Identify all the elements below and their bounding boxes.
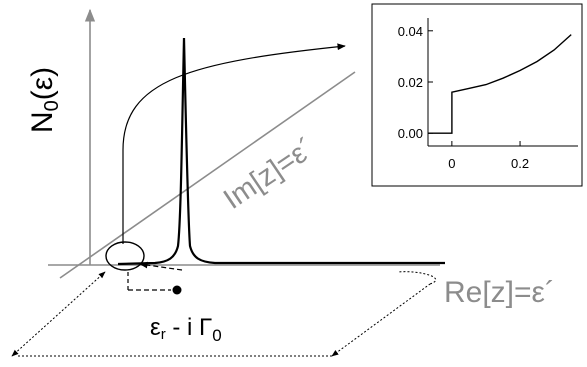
mapping-arrow-curve — [122, 43, 346, 244]
pole-label-main: ε — [150, 314, 161, 341]
inset-ytick-label: 0.02 — [398, 75, 423, 90]
pole-label: εr - i Γ0 — [150, 314, 222, 345]
y-label-main: N — [26, 111, 59, 133]
y-label-sub: 0 — [41, 100, 63, 111]
pole-label-sub: r — [161, 326, 166, 343]
imaginary-axis-label: Im[z]=ε´ — [218, 132, 321, 216]
inset-plot-area: 0.00 0.02 0.04 0 0.2 — [398, 18, 578, 171]
pole-label-sub2: 0 — [212, 326, 221, 345]
inset-ytick-label: 0.04 — [398, 24, 423, 39]
contour-ellipse — [105, 241, 145, 271]
real-axis-label: Re[z]=ε´ — [444, 276, 555, 309]
density-curve — [117, 37, 445, 266]
pole-label-rest: - i Γ — [166, 314, 213, 341]
inset-chart: 0.00 0.02 0.04 0 0.2 — [371, 3, 583, 187]
plane-dotted-hook — [397, 271, 437, 285]
plane-dotted-right — [331, 283, 431, 357]
peak-dashed-connector — [139, 261, 183, 271]
inset-xtick-label: 0.2 — [511, 156, 529, 171]
pole-point — [172, 285, 182, 295]
inset-series-line — [428, 34, 572, 134]
svg-text:N0(ε): N0(ε) — [26, 67, 63, 133]
y-axis-label: N0(ε) — [26, 67, 63, 133]
inset-ytick-label: 0.00 — [398, 126, 423, 141]
y-label-arg: (ε) — [26, 67, 59, 100]
imaginary-axis — [59, 71, 356, 279]
plane-dotted-left — [11, 271, 106, 357]
inset-xtick-label: 0 — [448, 156, 455, 171]
inset-frame — [371, 3, 583, 187]
